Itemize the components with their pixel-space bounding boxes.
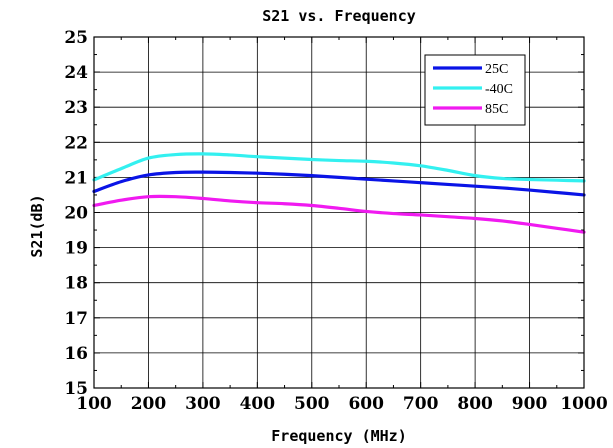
legend-label-25c: 25C <box>485 62 508 77</box>
legend: 25C -40C 85C <box>424 54 526 126</box>
y-tick-label: 25 <box>64 28 88 48</box>
y-tick-label: 18 <box>64 274 88 294</box>
series-line-85c <box>92 194 586 234</box>
x-tick-label: 700 <box>403 394 439 414</box>
y-axis-label: S21(dB) <box>28 194 46 257</box>
y-tick-label: 17 <box>64 309 88 329</box>
plot-frame <box>93 36 585 389</box>
chart-title: S21 vs. Frequency <box>262 7 416 25</box>
legend-label-85c: 85C <box>485 102 508 117</box>
legend-label-40c: -40C <box>485 82 513 97</box>
y-tick-label: 20 <box>64 204 88 224</box>
x-tick-label: 800 <box>457 394 493 414</box>
y-tick-label: 24 <box>64 63 88 83</box>
y-tick-label: 19 <box>64 239 88 259</box>
x-tick-label: 300 <box>185 394 221 414</box>
y-tick-label: 21 <box>64 168 88 188</box>
y-tick-label: 15 <box>64 379 88 399</box>
y-tick-labels: 15 16 17 18 19 20 21 22 23 24 25 <box>64 28 88 399</box>
y-tick-label: 23 <box>64 98 88 118</box>
x-axis-label: Frequency (MHz) <box>271 427 406 445</box>
series-layer <box>92 152 586 234</box>
x-tick-label: 400 <box>240 394 276 414</box>
x-tick-label: 100 <box>76 394 112 414</box>
series-line-40c <box>92 152 586 183</box>
y-tick-label: 16 <box>64 344 88 364</box>
y-tick-label: 22 <box>64 133 88 153</box>
x-tick-label: 600 <box>348 394 384 414</box>
x-tick-label: 900 <box>512 394 548 414</box>
x-tick-label: 1000 <box>560 394 607 414</box>
x-tick-label: 500 <box>294 394 330 414</box>
x-tick-labels: 100 200 300 400 500 600 700 800 900 1000 <box>76 394 608 414</box>
series-line-25c <box>92 170 586 197</box>
x-tick-label: 200 <box>131 394 167 414</box>
